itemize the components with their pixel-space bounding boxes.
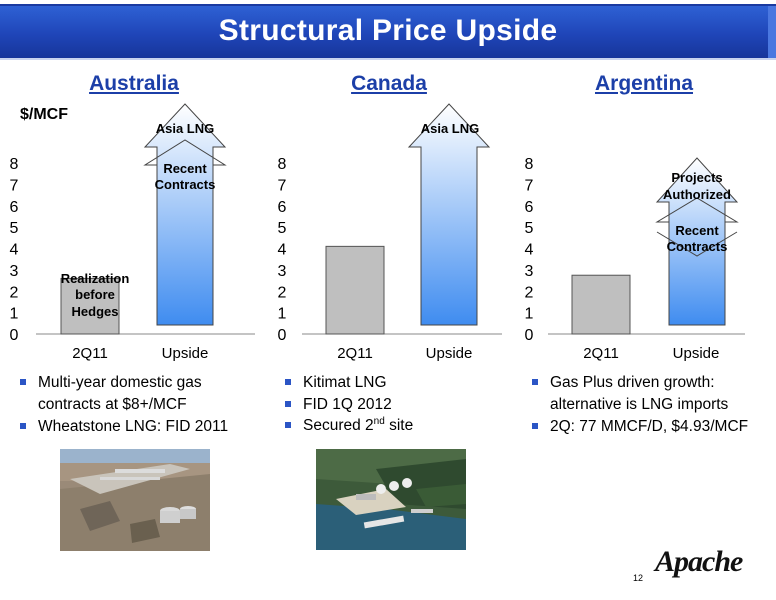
bar-label-line3: Hedges bbox=[72, 304, 119, 319]
inner-label-line2: Contracts bbox=[667, 239, 728, 254]
heading-argentina[interactable]: Argentina bbox=[594, 72, 694, 95]
bullets-argentina: Gas Plus driven growth: alternative is L… bbox=[530, 372, 766, 438]
bullets-canada: Kitimat LNG FID 1Q 2012 Secured 2nd site bbox=[283, 372, 503, 437]
y-tick-label: 2 bbox=[525, 284, 534, 301]
wheatstone-site-image bbox=[60, 449, 210, 551]
y-tick-label: 7 bbox=[278, 177, 287, 194]
y-tick-label: 2 bbox=[10, 284, 19, 301]
y-tick-label: 6 bbox=[10, 199, 19, 216]
upside-inner-arrow bbox=[655, 197, 739, 235]
inner-label-line1: Recent bbox=[675, 223, 719, 238]
upside-arrow bbox=[655, 157, 739, 326]
list-item: Secured 2nd site bbox=[283, 415, 503, 437]
upside-inner-arrow bbox=[143, 139, 227, 190]
bullets-australia: Multi-year domestic gas contracts at $8+… bbox=[18, 372, 248, 438]
title-bar: Structural Price Upside bbox=[0, 4, 776, 60]
upside-arrow bbox=[407, 103, 491, 326]
list-item: 2Q: 77 MMCF/D, $4.93/MCF bbox=[530, 416, 766, 438]
heading-australia[interactable]: Australia bbox=[89, 72, 179, 95]
chart-argentina: 0 1 2 3 4 5 6 7 8 Projects Authorized Recent Con… bbox=[525, 156, 745, 362]
y-tick-label: 7 bbox=[10, 177, 19, 194]
y-tick-label: 3 bbox=[10, 263, 19, 280]
chart-australia: 0 1 2 3 4 5 6 7 8 Asia LNG Recent Contracts Real… bbox=[10, 103, 255, 362]
x-tick-upside: Upside bbox=[426, 345, 473, 362]
upside-arrow bbox=[143, 103, 227, 326]
kitimat-site-image bbox=[316, 449, 466, 550]
arrow-label-line2: Authorized bbox=[663, 187, 731, 202]
bullet-square-icon bbox=[285, 400, 291, 407]
unit-label: $/MCF bbox=[20, 106, 68, 123]
y-axis-ticks: 0 1 2 3 4 5 6 7 8 bbox=[525, 156, 534, 344]
lower-bracket bbox=[656, 231, 738, 257]
chart-canada: 0 1 2 3 4 5 6 7 8 Asia LNG 2Q11 Upside bbox=[278, 103, 502, 362]
bullet-square-icon bbox=[20, 379, 26, 385]
bullet-square-icon bbox=[285, 379, 291, 385]
y-tick-label: 4 bbox=[278, 242, 287, 259]
arrow-label-line1: Projects bbox=[671, 170, 722, 185]
list-item: Kitimat LNG bbox=[283, 372, 503, 394]
bullet-square-icon bbox=[532, 379, 538, 385]
arrow-label: Asia LNG bbox=[421, 121, 480, 136]
inner-label-line2: Contracts bbox=[155, 177, 216, 192]
y-tick-label: 8 bbox=[525, 156, 534, 173]
y-tick-label: 5 bbox=[10, 220, 19, 237]
arrow-label: Asia LNG bbox=[156, 121, 215, 136]
y-tick-label: 4 bbox=[10, 242, 19, 259]
y-tick-label: 8 bbox=[278, 156, 287, 173]
y-tick-label: 0 bbox=[525, 327, 534, 344]
list-item: Multi-year domestic gas contracts at $8+… bbox=[18, 372, 248, 415]
y-tick-label: 0 bbox=[10, 327, 19, 344]
y-tick-label: 3 bbox=[278, 263, 287, 280]
y-axis-ticks: 0 1 2 3 4 5 6 7 8 bbox=[278, 156, 287, 344]
y-tick-label: 5 bbox=[278, 220, 287, 237]
bar-label-line1: Realization bbox=[61, 271, 130, 286]
x-tick-2q11: 2Q11 bbox=[583, 345, 619, 362]
y-tick-label: 1 bbox=[10, 306, 19, 323]
y-axis-ticks: 0 1 2 3 4 5 6 7 8 bbox=[10, 156, 19, 344]
bullet-square-icon bbox=[532, 423, 538, 429]
inner-label-line1: Recent bbox=[163, 161, 207, 176]
list-item: Gas Plus driven growth: alternative is L… bbox=[530, 372, 766, 415]
x-tick-upside: Upside bbox=[162, 345, 209, 362]
y-tick-label: 1 bbox=[525, 306, 534, 323]
bar-label-line2: before bbox=[75, 287, 115, 302]
y-tick-label: 0 bbox=[278, 327, 287, 344]
y-tick-label: 8 bbox=[10, 156, 19, 173]
y-tick-label: 7 bbox=[525, 177, 534, 194]
y-tick-label: 6 bbox=[278, 199, 287, 216]
bar-2q11 bbox=[60, 277, 120, 335]
page-number: 12 bbox=[633, 573, 644, 583]
heading-canada[interactable]: Canada bbox=[351, 72, 427, 95]
bar-2q11 bbox=[571, 274, 631, 335]
y-tick-label: 1 bbox=[278, 306, 287, 323]
list-item: Wheatstone LNG: FID 2011 bbox=[18, 416, 248, 438]
slide-title: Structural Price Upside bbox=[218, 14, 558, 47]
bar-2q11 bbox=[325, 245, 385, 335]
apache-logo: Apache bbox=[655, 545, 743, 578]
list-item: FID 1Q 2012 bbox=[283, 394, 503, 416]
y-tick-label: 3 bbox=[525, 263, 534, 280]
x-tick-upside: Upside bbox=[673, 345, 720, 362]
y-tick-label: 4 bbox=[525, 242, 534, 259]
bullet-square-icon bbox=[285, 422, 291, 428]
y-tick-label: 5 bbox=[525, 220, 534, 237]
y-tick-label: 2 bbox=[278, 284, 287, 301]
x-tick-2q11: 2Q11 bbox=[72, 345, 108, 362]
x-tick-2q11: 2Q11 bbox=[337, 345, 373, 362]
y-tick-label: 6 bbox=[525, 199, 534, 216]
bullet-square-icon bbox=[20, 423, 26, 429]
